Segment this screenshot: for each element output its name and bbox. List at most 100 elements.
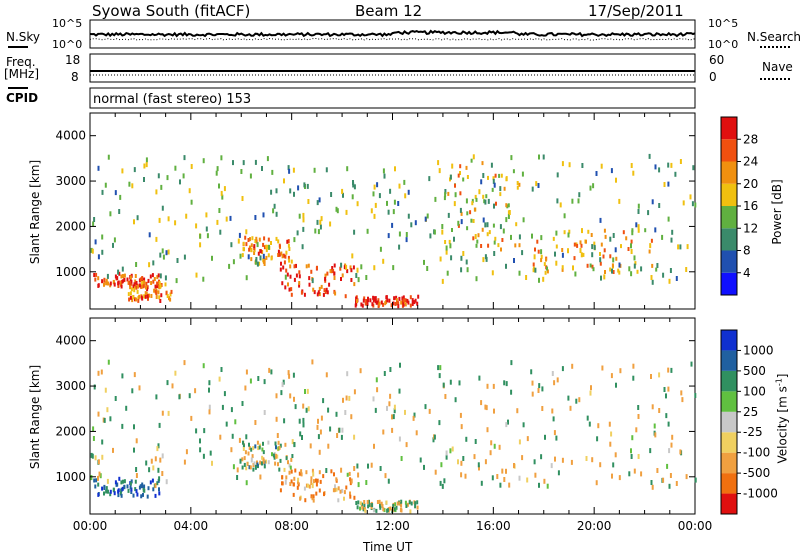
- data-point: [662, 272, 665, 278]
- data-point: [244, 385, 247, 391]
- data-point: [391, 427, 394, 433]
- data-point: [338, 427, 341, 433]
- data-point: [248, 442, 250, 447]
- freq-label: Freq.: [6, 55, 36, 69]
- data-point: [229, 215, 232, 221]
- data-point: [281, 281, 284, 286]
- data-point: [404, 302, 407, 307]
- data-point: [183, 254, 186, 260]
- data-point: [248, 247, 251, 252]
- data-point: [143, 280, 146, 285]
- data-point: [393, 408, 396, 414]
- data-point: [414, 501, 417, 506]
- data-point: [134, 279, 137, 284]
- data-point: [492, 178, 495, 184]
- data-point: [293, 264, 296, 269]
- data-point: [355, 296, 358, 301]
- data-point: [669, 268, 672, 273]
- data-point: [178, 394, 181, 400]
- data-point: [603, 248, 606, 253]
- data-point: [307, 199, 310, 204]
- data-point: [275, 211, 278, 217]
- data-point: [270, 256, 273, 261]
- data-point: [90, 247, 93, 253]
- data-point: [601, 365, 604, 371]
- data-point: [309, 443, 312, 449]
- data-point: [475, 197, 478, 202]
- data-point: [158, 476, 161, 482]
- data-point: [97, 459, 100, 465]
- data-point: [120, 487, 123, 492]
- data-point: [392, 301, 395, 306]
- data-point: [315, 478, 317, 483]
- data-point: [618, 475, 621, 481]
- data-point: [232, 160, 234, 166]
- data-point: [253, 461, 256, 466]
- cpid-label: CPID: [6, 91, 39, 105]
- data-point: [230, 242, 233, 248]
- data-point: [311, 496, 314, 501]
- nsky-left-top-tick: 10^5: [52, 17, 83, 30]
- data-point: [503, 186, 506, 191]
- data-point: [668, 483, 671, 489]
- data-point: [493, 182, 496, 188]
- data-point: [385, 295, 388, 300]
- data-point: [482, 173, 485, 178]
- data-point: [640, 266, 643, 272]
- data-point: [360, 264, 363, 270]
- data-point: [143, 488, 146, 493]
- data-point: [199, 438, 201, 444]
- data-point: [287, 282, 289, 287]
- data-point: [370, 462, 373, 468]
- data-point: [447, 212, 450, 218]
- data-point: [303, 292, 306, 297]
- x-tick-label: 20:00: [577, 519, 612, 533]
- data-point: [311, 359, 314, 365]
- colorbar-segment: [721, 391, 737, 412]
- data-point: [392, 265, 395, 271]
- data-point: [259, 255, 262, 261]
- data-point: [312, 494, 315, 499]
- data-point: [158, 487, 160, 492]
- data-point: [574, 271, 577, 277]
- data-point: [540, 254, 543, 259]
- data-point: [478, 189, 481, 195]
- data-point: [367, 463, 369, 469]
- data-point: [667, 162, 670, 168]
- data-point: [353, 184, 356, 190]
- data-point: [610, 373, 613, 379]
- data-point: [379, 246, 382, 252]
- data-point: [101, 454, 104, 460]
- data-point: [637, 228, 640, 233]
- data-point: [306, 388, 309, 394]
- data-point: [351, 253, 354, 259]
- data-point: [441, 483, 444, 489]
- data-point: [302, 226, 305, 232]
- data-point: [208, 380, 211, 386]
- data-point: [125, 405, 128, 411]
- data-point: [251, 454, 254, 459]
- data-point: [215, 170, 218, 176]
- data-point: [603, 228, 606, 233]
- data-point: [370, 208, 373, 214]
- data-point: [437, 160, 440, 166]
- data-point: [355, 501, 358, 505]
- data-point: [669, 473, 672, 478]
- data-point: [371, 503, 374, 508]
- data-point: [382, 168, 385, 174]
- data-point: [460, 460, 463, 466]
- data-point: [156, 481, 159, 486]
- data-point: [426, 213, 429, 219]
- data-point: [658, 372, 661, 378]
- data-point: [561, 161, 564, 167]
- data-point: [288, 470, 291, 475]
- data-point: [287, 243, 290, 248]
- data-point: [540, 454, 543, 460]
- colorbar-segment: [721, 411, 737, 433]
- data-point: [457, 459, 459, 465]
- data-point: [444, 394, 447, 399]
- data-point: [380, 300, 383, 305]
- data-point: [131, 183, 134, 189]
- data-point: [316, 478, 319, 483]
- data-point: [567, 232, 570, 238]
